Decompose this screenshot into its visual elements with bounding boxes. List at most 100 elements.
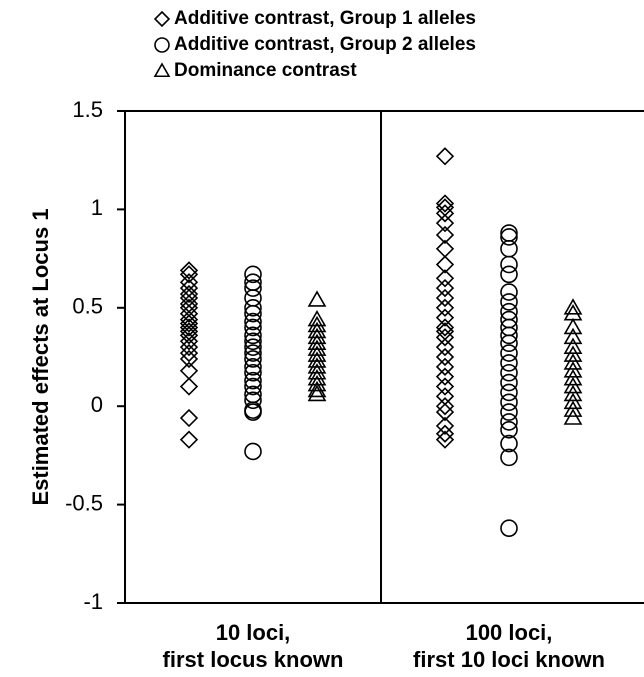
point: [435, 377, 455, 396]
point: [563, 392, 583, 410]
point: [435, 357, 455, 376]
point: [435, 318, 455, 337]
point: [500, 421, 518, 439]
point: [244, 318, 262, 337]
point: [500, 413, 518, 431]
point: [307, 369, 327, 386]
point: [500, 363, 518, 382]
point: [435, 367, 455, 386]
x-category-label: 10 loci,: [216, 620, 291, 645]
point: [307, 345, 327, 362]
point: [563, 361, 583, 378]
point: [563, 345, 583, 362]
point: [244, 344, 262, 362]
point: [179, 349, 199, 369]
point: [435, 147, 455, 166]
point: [244, 289, 262, 307]
y-tick-label: 1: [91, 195, 103, 220]
point: [179, 377, 199, 396]
point: [435, 269, 455, 288]
point: [500, 403, 518, 421]
point: [435, 338, 455, 357]
point: [563, 327, 583, 345]
point: [244, 298, 262, 317]
point: [307, 321, 327, 339]
point: [435, 416, 455, 436]
point: [435, 204, 455, 223]
point: [435, 328, 455, 347]
point: [500, 354, 518, 372]
point: [179, 408, 199, 428]
x-category-label: first 10 loci known: [413, 647, 605, 672]
point: [179, 265, 199, 284]
point: [500, 334, 518, 353]
point: [435, 430, 455, 449]
point: [179, 343, 199, 363]
point: [307, 357, 327, 374]
legend-label: Additive contrast, Group 2 alleles: [174, 34, 476, 55]
legend-label: Additive contrast, Group 1 alleles: [174, 8, 476, 29]
point: [244, 377, 262, 396]
point: [435, 278, 455, 298]
point: [307, 339, 327, 356]
x-category-label: first locus known: [163, 647, 344, 672]
point: [435, 402, 455, 422]
legend-label: Dominance contrast: [174, 60, 357, 81]
point: [563, 337, 583, 354]
point: [500, 228, 518, 246]
x-category-label: 100 loci,: [466, 620, 553, 645]
point: [244, 265, 262, 284]
point: [307, 380, 327, 398]
point: [563, 376, 583, 394]
point: [563, 408, 583, 425]
point: [500, 283, 518, 301]
point: [435, 298, 455, 317]
y-axis-label: Estimated effects at Locus 1: [28, 208, 53, 505]
point: [244, 304, 262, 323]
point: [307, 327, 327, 345]
point: [500, 448, 518, 467]
point: [500, 265, 518, 284]
point: [563, 353, 583, 370]
point: [563, 317, 583, 335]
point: [244, 350, 262, 368]
point: [179, 326, 199, 345]
point: [563, 298, 583, 315]
point: [179, 361, 199, 380]
y-tick-label: 0: [91, 392, 103, 417]
y-tick-label: 1.5: [72, 97, 103, 122]
legend-symbol: [153, 10, 171, 28]
point: [244, 279, 262, 297]
point: [244, 363, 262, 382]
point: [500, 434, 518, 453]
point: [307, 351, 327, 368]
y-tick-label: 0.5: [72, 294, 103, 319]
point: [435, 387, 455, 406]
point: [435, 214, 455, 233]
point: [500, 239, 518, 258]
point: [244, 358, 262, 376]
point: [435, 424, 455, 443]
point: [500, 255, 518, 274]
point: [244, 371, 262, 390]
legend-symbol: [154, 37, 170, 53]
point: [244, 312, 262, 331]
point: [563, 384, 583, 402]
point: [435, 308, 455, 327]
point: [179, 338, 199, 357]
point: [500, 383, 518, 402]
point: [435, 288, 455, 308]
point: [179, 314, 199, 333]
point: [307, 309, 327, 327]
point: [179, 261, 199, 280]
point: [307, 374, 327, 392]
point: [179, 318, 199, 337]
point: [435, 255, 455, 274]
point: [307, 363, 327, 380]
point: [179, 284, 199, 304]
point: [563, 400, 583, 417]
point: [500, 326, 518, 345]
point: [435, 347, 455, 367]
point: [179, 332, 199, 351]
